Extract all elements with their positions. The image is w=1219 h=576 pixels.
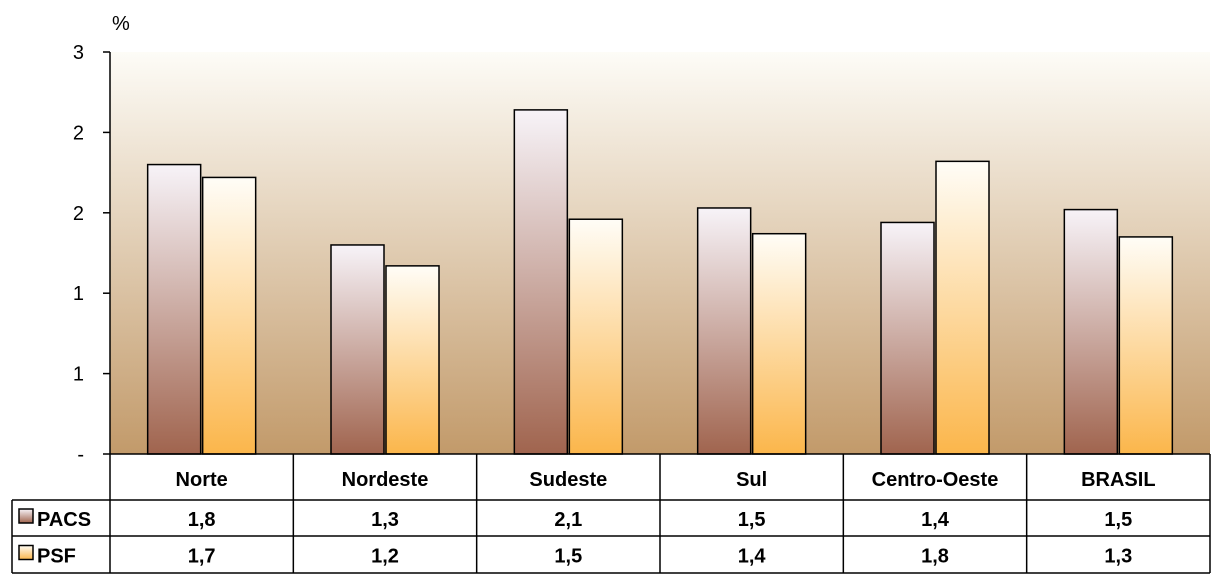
bar-pacs-sul (696, 207, 752, 455)
category-label: Sul (736, 469, 767, 491)
category-label: BRASIL (1081, 469, 1155, 491)
unit-label: % (112, 13, 130, 35)
table-cell: 2,1 (554, 509, 582, 531)
y-tick-label: - (77, 444, 84, 466)
data-table: Norte Nordeste Sudeste Sul Centro-Oeste BRASI… (11, 454, 1211, 574)
category-label: Norte (176, 469, 228, 491)
bar-psf-sul (751, 232, 807, 455)
y-tick-label: 2 (73, 122, 84, 144)
table-cell: 1,3 (371, 509, 399, 531)
bar-pacs-nordeste (330, 244, 385, 455)
category-label: Sudeste (529, 469, 607, 491)
table-cell: 1,5 (554, 546, 582, 568)
table-cell: 1,8 (921, 546, 949, 568)
table-cell: 1,4 (738, 546, 767, 568)
table-cell: 1,5 (738, 509, 766, 531)
y-tick-label: 1 (73, 283, 84, 305)
y-tick-label: 2 (73, 203, 84, 225)
y-axis: - 1 1 2 2 3 (73, 42, 111, 466)
y-tick-label: 1 (73, 364, 84, 386)
bar-pacs-norte (146, 163, 202, 455)
bars-group (110, 109, 1210, 455)
table-cell: 1,4 (921, 509, 950, 531)
bar-pacs-centro-oeste (880, 221, 935, 455)
legend-swatch-psf (18, 544, 34, 561)
bar-pacs-sudeste (513, 109, 569, 455)
table-cell: 1,2 (371, 546, 399, 568)
table-cell: 1,7 (188, 546, 216, 568)
y-tick-label: 3 (73, 42, 84, 64)
table-cell: 1,3 (1104, 546, 1132, 568)
series-name: PACS (37, 509, 91, 531)
table-cell: 1,5 (1104, 509, 1132, 531)
bar-psf-centro-oeste (935, 160, 990, 455)
category-label: Centro-Oeste (872, 469, 999, 491)
series-name: PSF (37, 546, 76, 568)
bar-psf-brasil (1118, 236, 1174, 455)
bar-psf-sudeste (568, 218, 624, 455)
bar-pacs-brasil (1063, 208, 1119, 455)
legend-swatch-pacs (18, 508, 34, 524)
category-label: Nordeste (342, 469, 429, 491)
table-cell: 1,8 (188, 509, 216, 531)
bar-psf-nordeste (385, 265, 440, 455)
bar-psf-norte (201, 176, 257, 455)
plot-background (110, 52, 1210, 454)
